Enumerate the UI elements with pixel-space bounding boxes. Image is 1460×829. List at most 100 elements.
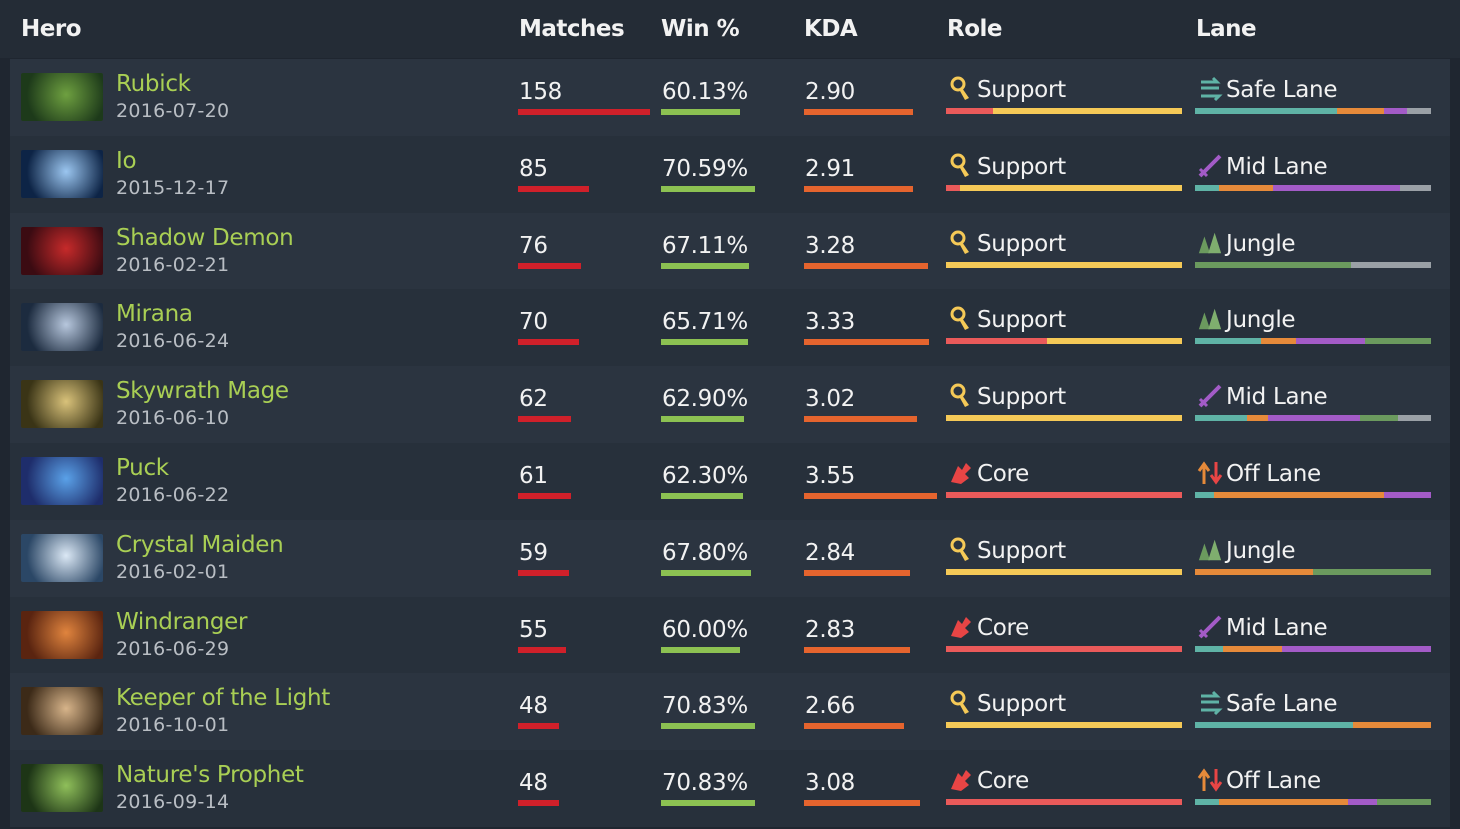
win-rate-bar [661, 416, 744, 423]
jungle-icon [1197, 305, 1223, 333]
core-icon [948, 766, 974, 794]
table-row[interactable]: Mirana 2016-06-24 70 65.71% 3.33 Support Jungl… [10, 289, 1450, 367]
matches-bar [518, 723, 559, 730]
kda-bar [804, 569, 910, 576]
lane-distribution-bar [1195, 492, 1431, 498]
table-row[interactable]: Nature's Prophet 2016-09-14 48 70.83% 3.08 Co… [10, 750, 1450, 828]
matches-value: 76 [519, 232, 548, 259]
matches-value: 62 [519, 386, 548, 413]
column-header-win[interactable]: Win % [661, 16, 740, 42]
column-header-kda[interactable]: KDA [804, 16, 858, 42]
table-row[interactable]: Io 2015-12-17 85 70.59% 2.91 Support Mid Lane [10, 135, 1450, 213]
column-header-role[interactable]: Role [947, 16, 1003, 42]
role-distribution-bar [946, 338, 1182, 345]
table-row[interactable]: Rubick 2016-07-20 158 60.13% 2.90 Support Safe… [10, 59, 1450, 136]
hero-portrait[interactable] [21, 226, 103, 275]
role-segment [946, 568, 1182, 575]
hero-portrait[interactable] [21, 687, 103, 736]
role-distribution-bar [946, 492, 1182, 498]
lane-segment [1383, 108, 1408, 114]
lane-segment [1336, 108, 1384, 114]
lane-segment [1261, 338, 1297, 345]
lane-segment [1195, 645, 1224, 652]
safe-lane-icon [1197, 689, 1223, 717]
role-segment [946, 184, 961, 191]
lane-segment [1268, 415, 1361, 422]
support-icon [948, 382, 974, 410]
lane-segment [1350, 261, 1431, 268]
table-row[interactable]: Crystal Maiden 2016-02-01 59 67.80% 2.84 Supp… [10, 519, 1450, 597]
hero-name-link[interactable]: Crystal Maiden [116, 531, 284, 558]
hero-name-link[interactable]: Io [116, 147, 137, 174]
win-rate-bar [661, 262, 749, 269]
kda-value: 3.33 [805, 309, 856, 336]
win-rate-bar [661, 569, 751, 576]
matches-value: 85 [519, 155, 548, 182]
lane-segment [1195, 492, 1214, 498]
hero-name-link[interactable]: Keeper of the Light [116, 685, 330, 712]
lane-distribution-bar [1195, 108, 1431, 114]
table-row[interactable]: Puck 2016-06-22 61 62.30% 3.55 Core Off Lane [10, 443, 1450, 520]
hero-name-link[interactable]: Windranger [116, 608, 248, 635]
lane-label: Safe Lane [1226, 77, 1338, 103]
support-icon [948, 689, 974, 717]
jungle-icon [1197, 536, 1223, 564]
role-segment [1047, 338, 1182, 345]
role-label: Support [977, 384, 1066, 411]
lane-segment [1383, 492, 1431, 498]
table-row[interactable]: Shadow Demon 2016-02-21 76 67.11% 3.28 Suppor… [10, 212, 1450, 290]
role-segment [946, 108, 994, 114]
kda-value: 2.84 [805, 539, 856, 566]
lane-label: Jungle [1226, 307, 1296, 334]
role-distribution-bar [946, 568, 1182, 575]
hero-portrait[interactable] [21, 149, 103, 198]
hero-portrait[interactable] [21, 303, 103, 352]
hero-name-link[interactable]: Rubick [116, 71, 191, 97]
hero-portrait[interactable] [21, 764, 103, 813]
win-rate-value: 70.83% [662, 770, 748, 797]
hero-name-link[interactable]: Nature's Prophet [116, 762, 304, 789]
lane-segment [1360, 415, 1398, 422]
lane-segment [1397, 415, 1431, 422]
hero-portrait[interactable] [21, 610, 103, 659]
column-header-matches[interactable]: Matches [519, 16, 625, 42]
role-label: Core [977, 768, 1030, 795]
role-segment [946, 799, 1182, 806]
kda-bar [804, 646, 910, 653]
column-header-lane[interactable]: Lane [1196, 16, 1257, 42]
kda-bar [804, 416, 917, 423]
hero-portrait[interactable] [21, 533, 103, 582]
kda-bar [804, 493, 937, 499]
last-played-date: 2016-06-29 [116, 637, 230, 660]
role-label: Core [977, 614, 1030, 641]
role-segment [960, 184, 1182, 191]
safe-lane-icon [1197, 75, 1223, 103]
table-row[interactable]: Skywrath Mage 2016-06-10 62 62.90% 3.02 Suppo… [10, 366, 1450, 444]
hero-name-link[interactable]: Skywrath Mage [116, 378, 289, 405]
hero-portrait[interactable] [21, 380, 103, 429]
role-distribution-bar [946, 184, 1182, 191]
table-row[interactable]: Keeper of the Light 2016-10-01 48 70.83% 2.6… [10, 673, 1450, 751]
column-header-hero[interactable]: Hero [21, 16, 82, 42]
hero-name-link[interactable]: Puck [116, 455, 169, 481]
win-rate-bar [661, 493, 743, 499]
lane-label: Off Lane [1226, 768, 1321, 795]
table-row[interactable]: Windranger 2016-06-29 55 60.00% 2.83 Core Mid … [10, 596, 1450, 674]
lane-label: Mid Lane [1226, 153, 1328, 180]
role-distribution-bar [946, 645, 1182, 652]
kda-value: 2.83 [805, 616, 856, 643]
win-rate-value: 62.30% [662, 463, 748, 489]
hero-name-link[interactable]: Mirana [116, 301, 193, 328]
kda-bar [804, 185, 913, 192]
last-played-date: 2016-09-14 [116, 791, 230, 814]
lane-segment [1400, 184, 1431, 191]
last-played-date: 2016-06-22 [116, 484, 230, 506]
hero-portrait[interactable] [21, 73, 103, 121]
lane-segment [1223, 645, 1283, 652]
hero-portrait[interactable] [21, 457, 103, 505]
core-icon [948, 613, 974, 641]
hero-name-link[interactable]: Shadow Demon [116, 224, 294, 251]
win-rate-value: 67.80% [662, 539, 748, 566]
last-played-date: 2016-07-20 [116, 100, 230, 122]
last-played-date: 2016-10-01 [116, 714, 230, 737]
